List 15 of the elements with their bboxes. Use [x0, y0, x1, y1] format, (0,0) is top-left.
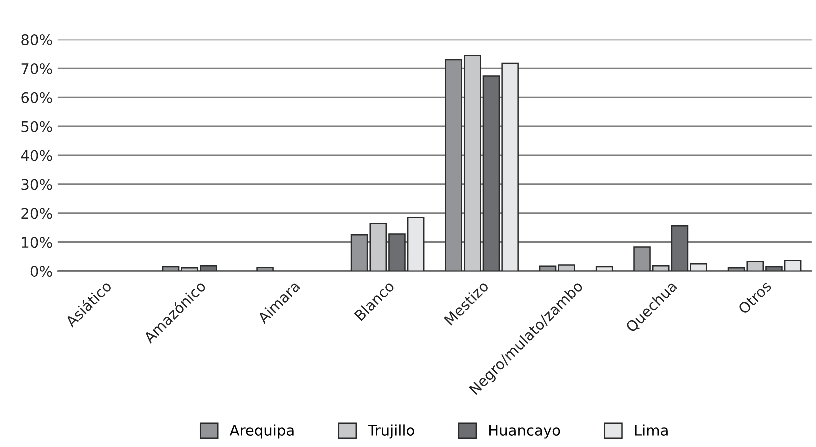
y-tick-label: 70%: [22, 63, 52, 74]
legend-label: Huancayo: [490, 425, 560, 439]
bar: [256, 266, 274, 272]
legend-label: Arequipa: [230, 424, 294, 439]
legend-label: Lima: [635, 424, 668, 436]
y-tick-label: 0%: [30, 266, 52, 278]
y-tick-label: 30%: [22, 179, 52, 190]
y-tick-label: 60%: [22, 92, 52, 104]
y-tick-label: 80%: [22, 34, 52, 46]
y-tick-label: 40%: [21, 150, 52, 162]
bar: [596, 266, 614, 272]
legend-label: Trujillo: [368, 424, 414, 439]
y-tick-label: 10%: [22, 237, 52, 248]
y-tick-label: 50%: [22, 121, 52, 132]
y-tick-label: 20%: [22, 208, 52, 220]
